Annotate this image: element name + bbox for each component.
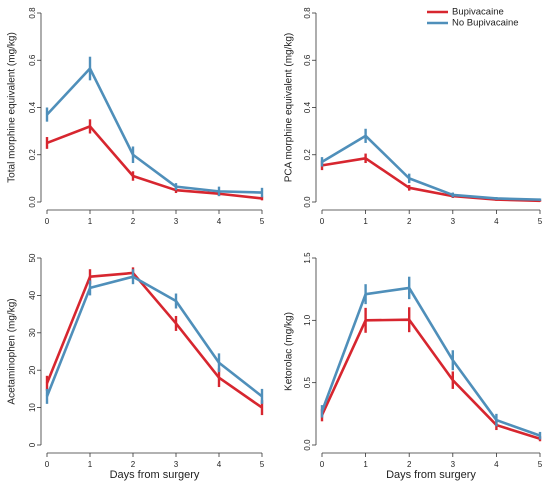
x-tick-label: 5 [260,217,265,226]
y-tick-label: 40 [28,290,37,299]
y-axis-label: PCA morphine equivalent (mg/kg) [284,33,295,183]
x-axis-label: Days from surgery [386,469,476,481]
x-axis-label: Days from surgery [110,469,200,481]
y-tick-label: 20 [28,365,37,374]
x-tick-label: 1 [363,460,368,469]
y-tick-label: 0.0 [303,196,312,208]
series-line [321,156,541,203]
y-tick-label: 30 [28,328,37,337]
series-no-bupivacaine [45,56,264,198]
y-tick-label: 0 [28,442,37,447]
panel-4: 0.0 0.5 1.0 1.5 0 1 2 3 4 5 Ketorolac (mg/kg) Days … [284,252,543,481]
series-line [45,271,263,409]
y-tick-label: 0.0 [28,196,37,208]
series-no-bupivacaine [320,128,542,201]
series-line [46,125,263,200]
y-axis-label: Ketorolac (mg/kg) [284,312,295,391]
x-tick-label: 4 [494,217,499,226]
x-tick-label: 4 [217,460,222,469]
x-tick-label: 2 [407,217,412,226]
y-tick-label: 0.8 [303,7,312,19]
x-tick-label: 0 [320,460,325,469]
y-tick-label: 0.6 [303,54,312,66]
legend-label: Bupivacaine [452,7,504,18]
x-tick-label: 5 [538,217,543,226]
x-tick-label: 3 [451,217,456,226]
panel-3: 0 10 20 30 40 50 0 1 2 3 4 5 Acetaminophen (mg/kg) Da… [7,253,265,481]
panel-1: 0.0 0.2 0.4 0.6 0.8 0 1 2 3 4 5 Total morphine equi… [7,7,265,226]
x-tick-label: 2 [131,217,136,226]
series-line [45,275,263,398]
y-tick-label: 0.2 [28,149,37,161]
series-line [320,318,541,441]
x-tick-label: 5 [260,460,265,469]
y-tick-label: 0.6 [28,54,37,66]
y-tick-label: 10 [28,403,37,412]
y-tick-label: 1.5 [303,252,312,264]
y-tick-label: 0.2 [303,149,312,161]
series-bupivacaine [45,119,264,201]
x-tick-label: 1 [363,217,368,226]
y-axis-label: Acetaminophen (mg/kg) [7,298,18,404]
series-line [321,134,541,201]
y-tick-label: 0.8 [28,7,37,19]
x-tick-label: 4 [217,217,222,226]
x-tick-label: 2 [407,460,412,469]
x-tick-label: 3 [174,217,179,226]
y-tick-label: 1.0 [303,314,312,326]
x-tick-label: 0 [45,460,50,469]
series-line [320,286,541,437]
x-tick-label: 2 [131,460,136,469]
series-no-bupivacaine [45,269,264,404]
series-line [46,67,263,194]
x-tick-label: 4 [494,460,499,469]
y-tick-label: 0.5 [303,377,312,389]
x-tick-label: 1 [88,217,93,226]
x-tick-label: 0 [45,217,50,226]
x-tick-label: 3 [451,460,456,469]
series-bupivacaine [320,153,542,203]
series-no-bupivacaine [320,276,542,440]
y-tick-label: 50 [28,253,37,262]
y-tick-label: 0.4 [28,101,37,113]
legend-label: No Bupivacaine [452,18,519,29]
panel-2: 0.0 0.2 0.4 0.6 0.8 0 1 2 3 4 5 PCA morphine equiva… [284,7,543,226]
x-tick-label: 1 [88,460,93,469]
y-tick-label: 0.4 [303,101,312,113]
x-tick-label: 5 [538,460,543,469]
y-axis-label: Total morphine equivalent (mg/kg) [7,32,18,183]
x-tick-label: 0 [320,217,325,226]
y-tick-label: 0.0 [303,439,312,451]
x-tick-label: 3 [174,460,179,469]
series-bupivacaine [320,307,542,442]
